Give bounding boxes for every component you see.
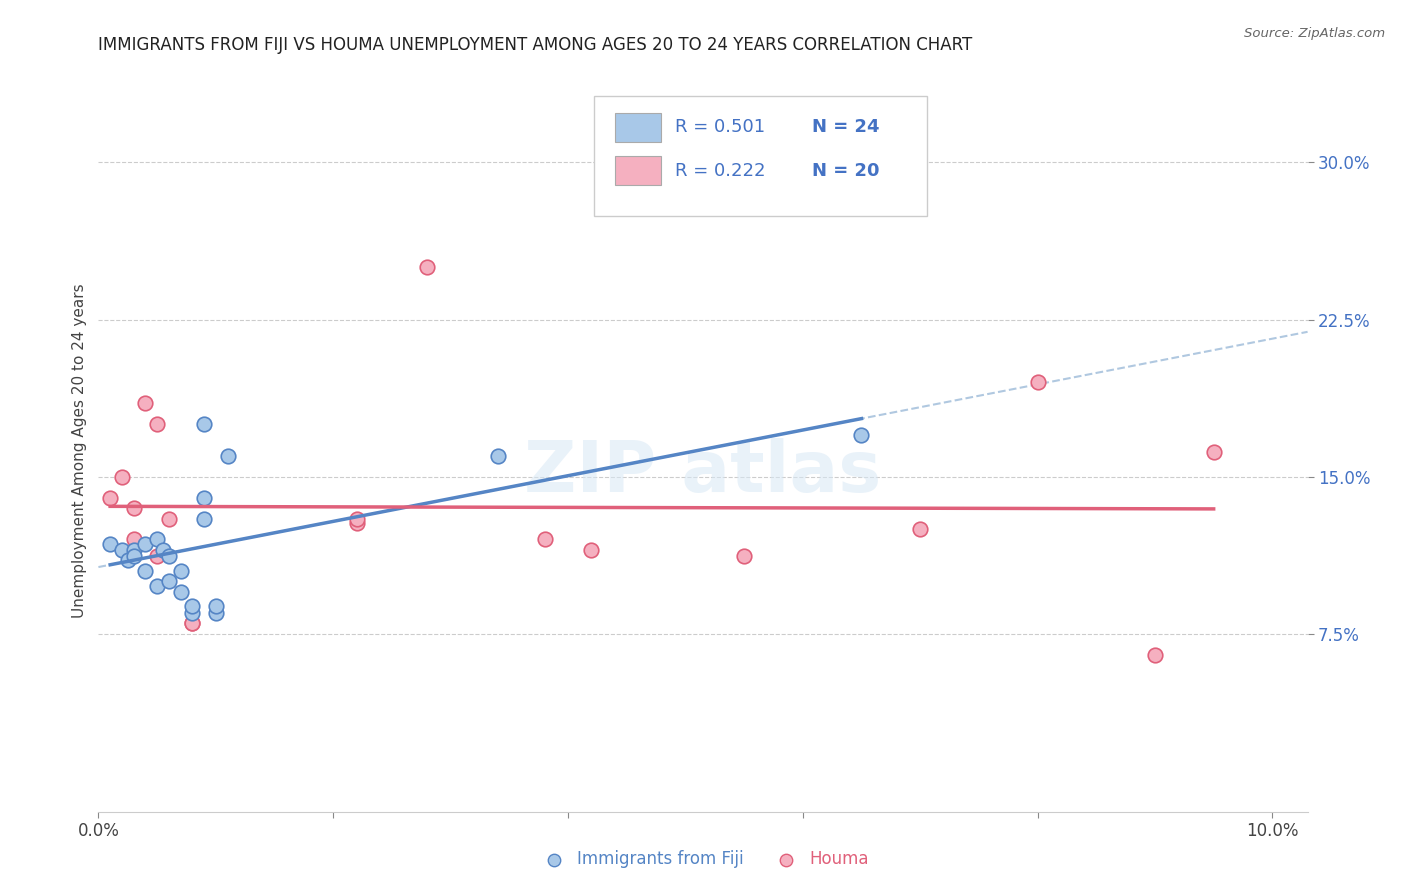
- Point: [181, 616, 204, 631]
- Text: R = 0.222: R = 0.222: [675, 161, 766, 180]
- Point: [134, 396, 156, 410]
- Point: [122, 543, 145, 558]
- Text: Source: ZipAtlas.com: Source: ZipAtlas.com: [1244, 27, 1385, 40]
- Point: [169, 564, 191, 578]
- Point: [111, 469, 134, 483]
- Point: [117, 553, 139, 567]
- Point: [1026, 376, 1049, 390]
- Point: [416, 260, 439, 275]
- Point: [181, 616, 204, 631]
- Point: [98, 536, 121, 550]
- Point: [157, 549, 180, 564]
- Point: [908, 522, 931, 536]
- Text: R = 0.501: R = 0.501: [675, 119, 765, 136]
- Point: [98, 491, 121, 505]
- Point: [217, 449, 239, 463]
- Point: [122, 533, 145, 547]
- Point: [193, 491, 215, 505]
- Legend: Immigrants from Fiji, Houma: Immigrants from Fiji, Houma: [537, 850, 869, 869]
- Point: [134, 536, 156, 550]
- Point: [204, 599, 226, 614]
- Point: [122, 501, 145, 516]
- Point: [581, 543, 603, 558]
- Y-axis label: Unemployment Among Ages 20 to 24 years: Unemployment Among Ages 20 to 24 years: [72, 283, 87, 618]
- Point: [851, 427, 873, 442]
- Text: IMMIGRANTS FROM FIJI VS HOUMA UNEMPLOYMENT AMONG AGES 20 TO 24 YEARS CORRELATION: IMMIGRANTS FROM FIJI VS HOUMA UNEMPLOYME…: [98, 36, 973, 54]
- Point: [533, 533, 555, 547]
- Text: ZIP atlas: ZIP atlas: [524, 438, 882, 507]
- Text: N = 24: N = 24: [811, 119, 879, 136]
- Point: [146, 417, 169, 432]
- FancyBboxPatch shape: [614, 113, 661, 142]
- Point: [346, 511, 368, 525]
- Point: [346, 516, 368, 530]
- FancyBboxPatch shape: [595, 96, 927, 216]
- FancyBboxPatch shape: [614, 156, 661, 186]
- Point: [169, 584, 191, 599]
- Point: [181, 599, 204, 614]
- Point: [181, 606, 204, 620]
- Point: [146, 549, 169, 564]
- Point: [134, 564, 156, 578]
- Point: [146, 533, 169, 547]
- Point: [204, 606, 226, 620]
- Point: [122, 549, 145, 564]
- Point: [157, 511, 180, 525]
- Point: [111, 543, 134, 558]
- Point: [733, 549, 755, 564]
- Point: [193, 511, 215, 525]
- Point: [486, 449, 509, 463]
- Point: [157, 574, 180, 589]
- Point: [193, 417, 215, 432]
- Point: [1143, 648, 1166, 662]
- Point: [152, 543, 174, 558]
- Point: [1202, 444, 1225, 458]
- Point: [146, 578, 169, 592]
- Text: N = 20: N = 20: [811, 161, 879, 180]
